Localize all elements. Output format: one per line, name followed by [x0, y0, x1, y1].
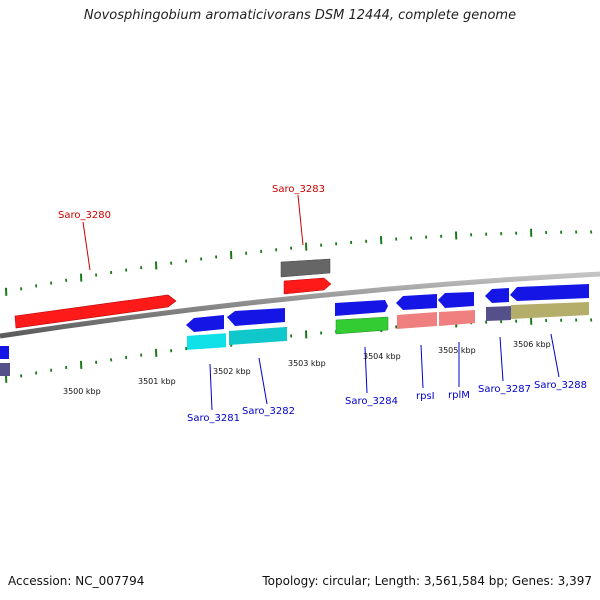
leader-saro-3283 [297, 194, 304, 246]
kbp-label-3506: 3506 kbp [513, 340, 551, 349]
label-saro-3280: Saro_3280 [58, 210, 111, 221]
label-saro-3288: Saro_3288 [534, 380, 587, 391]
kbp-label-3505: 3505 kbp [438, 346, 476, 355]
gene-saro-3287-purple[interactable] [486, 306, 511, 321]
leader-saro-3280 [82, 221, 91, 271]
gene-saro-3284[interactable] [335, 300, 388, 316]
gene-saro-3282-cyan[interactable] [229, 326, 287, 345]
genome-backbone [0, 271, 600, 339]
leader-rpsI [420, 344, 424, 389]
lower-tick-row [5, 316, 593, 383]
gene-saro-3281-cyan[interactable] [187, 333, 226, 350]
leader-saro-3281 [209, 363, 213, 411]
gene-fragment-blue-left[interactable] [0, 346, 9, 359]
label-rplM: rplM [448, 390, 470, 401]
gene-saro-3282[interactable] [227, 308, 285, 326]
gene-saro-3287[interactable] [485, 288, 509, 303]
gene-saro-3281[interactable] [186, 315, 224, 332]
gene-saro-3288-olive[interactable] [511, 302, 589, 319]
label-saro-3284: Saro_3284 [345, 396, 398, 407]
gene-rpsI-salmon[interactable] [397, 312, 437, 329]
gene-saro-3284-green[interactable] [335, 316, 389, 335]
gene-rplM-salmon[interactable] [439, 310, 475, 326]
label-saro-3283: Saro_3283 [272, 184, 325, 195]
label-saro-3287: Saro_3287 [478, 384, 531, 395]
leader-saro-3288 [550, 333, 560, 378]
leader-saro-3282 [258, 357, 268, 405]
kbp-label-3501: 3501 kbp [138, 377, 176, 386]
gene-saro-3280[interactable] [14, 294, 177, 329]
gene-rplM[interactable] [438, 292, 474, 308]
map-title: Novosphingobium aromaticivorans DSM 1244… [83, 8, 517, 23]
accession-text: Accession: NC_007794 [8, 574, 145, 588]
label-rpsI: rpsI [416, 391, 435, 402]
label-saro-3281: Saro_3281 [187, 413, 240, 424]
gene-fragment-purple-left[interactable] [0, 363, 10, 376]
kbp-label-3504: 3504 kbp [363, 352, 401, 361]
gene-rpsI[interactable] [396, 294, 437, 310]
upper-tick-row [5, 228, 593, 296]
kbp-label-3503: 3503 kbp [288, 359, 326, 368]
leader-saro-3284 [364, 346, 368, 394]
leader-saro-3287 [499, 336, 504, 382]
gene-saro-3283[interactable] [283, 277, 332, 295]
label-saro-3282: Saro_3282 [242, 406, 295, 417]
gene-saro-3283-gray[interactable] [280, 258, 331, 278]
topology-summary: Topology: circular; Length: 3,561,584 bp… [262, 574, 592, 588]
kbp-label-3500: 3500 kbp [63, 387, 101, 396]
gene-saro-3288[interactable] [510, 284, 589, 301]
kbp-label-3502: 3502 kbp [213, 367, 251, 376]
